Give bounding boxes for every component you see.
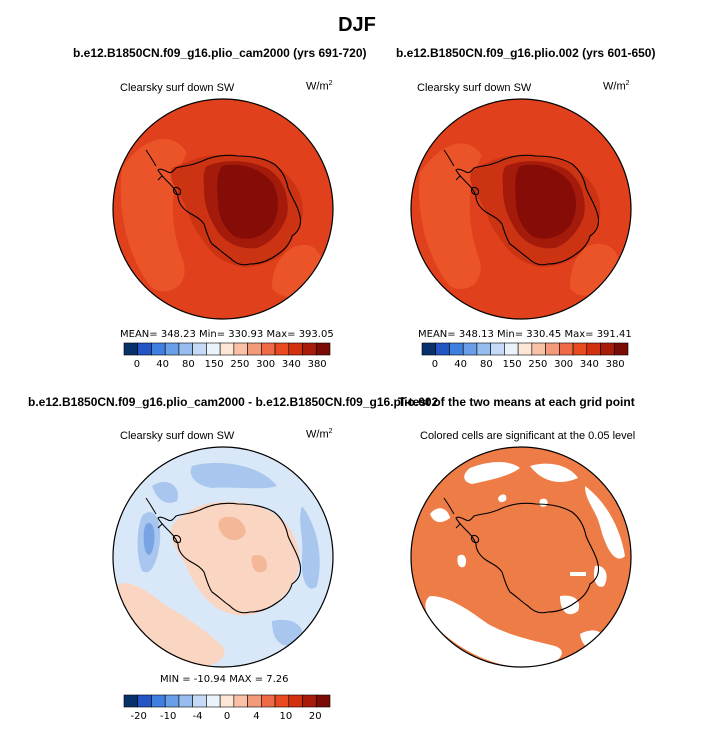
- colorbar-swatch: [421, 342, 437, 356]
- colorbar-swatch: [192, 694, 207, 708]
- colorbar-swatch: [517, 342, 533, 356]
- colorbar-swatch: [137, 694, 152, 708]
- colorbar-tick-label: 150: [205, 359, 224, 370]
- panel-1-stats: MEAN= 348.23 Min= 330.93 Max= 393.05: [120, 329, 334, 340]
- colorbar-swatch: [545, 342, 560, 356]
- colorbar-swatch: [206, 694, 221, 708]
- colorbar-swatch: [192, 342, 207, 356]
- panel-1-map: [112, 98, 334, 320]
- colorbar-swatch: [302, 694, 317, 708]
- colorbar-swatch: [219, 342, 235, 356]
- panel-3-stats: MIN = -10.94 MAX = 7.26: [160, 674, 289, 685]
- panel-3-map: [112, 446, 334, 668]
- colorbar-swatch: [233, 342, 248, 356]
- panel-3-colorbar: -20 -10 -4 0 4 10 20: [123, 694, 331, 722]
- panel-3-units: W/m2: [306, 428, 333, 441]
- page-title: DJF: [338, 14, 376, 36]
- colorbar-swatch: [302, 342, 317, 356]
- colorbar-swatch: [247, 694, 262, 708]
- panel-2-variable-label: Clearsky surf down SW: [417, 82, 532, 94]
- colorbar-tick-label: 380: [606, 359, 625, 370]
- colorbar-tick-label: -20: [131, 711, 147, 722]
- panel-1-colorbar: 0 40 80 150 250 300 340 380: [123, 342, 331, 370]
- colorbar-tick-label: 250: [230, 359, 249, 370]
- colorbar-swatch: [600, 342, 615, 356]
- colorbar-tick-label: 340: [282, 359, 301, 370]
- colorbar-swatch: [490, 342, 505, 356]
- panel-1-units: W/m2: [306, 80, 333, 93]
- panel-4-map: [410, 446, 632, 668]
- panel-1-variable-label: Clearsky surf down SW: [120, 82, 235, 94]
- colorbar-swatch: [164, 342, 180, 356]
- colorbar-swatch: [164, 694, 180, 708]
- colorbar-swatch: [123, 342, 139, 356]
- colorbar-tick-label: -10: [160, 711, 176, 722]
- panel-2-stats: MEAN= 348.13 Min= 330.45 Max= 391.41: [418, 329, 632, 340]
- colorbar-swatch: [206, 342, 221, 356]
- colorbar-swatch: [219, 694, 235, 708]
- colorbar-swatch: [274, 694, 290, 708]
- colorbar-swatch: [315, 694, 331, 708]
- colorbar-swatch: [288, 694, 303, 708]
- panel-3-variable-label: Clearsky surf down SW: [120, 430, 235, 442]
- colorbar-swatch: [586, 342, 601, 356]
- mean-field-2: [411, 99, 631, 319]
- colorbar-tick-label: 0: [432, 359, 438, 370]
- colorbar-swatch: [151, 342, 166, 356]
- colorbar-tick-label: 40: [454, 359, 467, 370]
- colorbar-tick-label: 80: [480, 359, 493, 370]
- colorbar-swatch: [123, 694, 139, 708]
- colorbar-swatch: [151, 694, 166, 708]
- colorbar-tick-label: 4: [253, 711, 259, 722]
- ttest-field: [411, 447, 631, 667]
- colorbar-swatch: [178, 342, 193, 356]
- colorbar-swatch: [233, 694, 248, 708]
- panel-2-title: b.e12.B1850CN.f09_g16.plio.002 (yrs 601-…: [396, 46, 656, 60]
- colorbar-tick-label: 150: [503, 359, 522, 370]
- colorbar-tick-label: 40: [156, 359, 169, 370]
- colorbar-swatch: [476, 342, 491, 356]
- colorbar-swatch: [247, 342, 262, 356]
- panel-2-colorbar: 0 40 80 150 250 300 340 380: [421, 342, 629, 370]
- colorbar-swatch: [288, 342, 303, 356]
- colorbar-swatch: [315, 342, 331, 356]
- colorbar-swatch: [261, 694, 276, 708]
- colorbar-tick-label: 10: [279, 711, 292, 722]
- colorbar-tick-label: 20: [309, 711, 322, 722]
- colorbar-swatch: [178, 694, 193, 708]
- colorbar-swatch: [559, 342, 574, 356]
- colorbar-swatch: [462, 342, 478, 356]
- colorbar-swatch: [613, 342, 629, 356]
- panel-2-units: W/m2: [603, 80, 630, 93]
- colorbar-swatch: [572, 342, 588, 356]
- colorbar-tick-label: 300: [554, 359, 573, 370]
- colorbar-swatch: [274, 342, 290, 356]
- colorbar-tick-label: 80: [182, 359, 195, 370]
- colorbar-swatch: [435, 342, 450, 356]
- colorbar-swatch: [261, 342, 276, 356]
- colorbar-swatch: [449, 342, 464, 356]
- colorbar-tick-label: 0: [134, 359, 140, 370]
- colorbar-tick-label: 380: [308, 359, 327, 370]
- panel-4-title: T-test of the two means at each grid poi…: [398, 395, 635, 409]
- panel-2-map: [410, 98, 632, 320]
- diff-field: [113, 447, 333, 667]
- colorbar-tick-label: 0: [224, 711, 230, 722]
- colorbar-tick-label: 300: [256, 359, 275, 370]
- panel-3-title: b.e12.B1850CN.f09_g16.plio_cam2000 - b.e…: [28, 395, 439, 409]
- panel-1-title: b.e12.B1850CN.f09_g16.plio_cam2000 (yrs …: [73, 46, 367, 60]
- colorbar-tick-label: 340: [580, 359, 599, 370]
- colorbar-swatch: [504, 342, 519, 356]
- colorbar-swatch: [531, 342, 546, 356]
- colorbar-tick-label: -4: [193, 711, 203, 722]
- colorbar-tick-label: 250: [528, 359, 547, 370]
- mean-field-1: [113, 99, 333, 319]
- panel-4-variable-label: Colored cells are significant at the 0.0…: [420, 430, 636, 442]
- colorbar-swatch: [137, 342, 152, 356]
